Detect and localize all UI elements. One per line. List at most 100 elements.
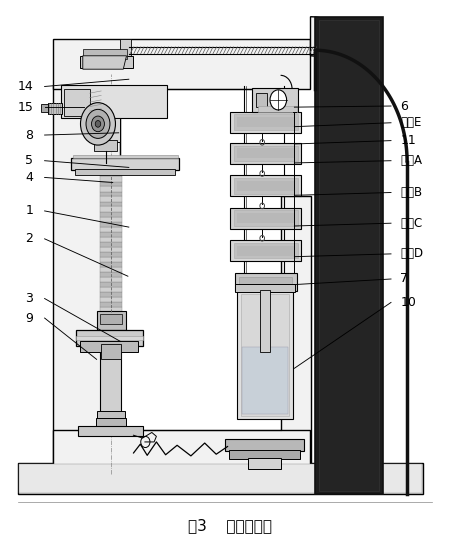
- Bar: [234, 273, 296, 291]
- Bar: [100, 192, 122, 196]
- Circle shape: [86, 109, 110, 138]
- Text: 14: 14: [17, 80, 33, 93]
- Bar: [101, 344, 120, 359]
- Bar: [237, 291, 292, 418]
- Bar: [100, 176, 122, 182]
- Bar: [100, 302, 122, 307]
- Text: 6: 6: [399, 99, 407, 113]
- Bar: [92, 118, 119, 142]
- Bar: [18, 463, 422, 494]
- Bar: [75, 169, 175, 175]
- Bar: [100, 257, 122, 262]
- Bar: [233, 178, 297, 194]
- Bar: [318, 20, 379, 491]
- Bar: [230, 208, 301, 229]
- Bar: [76, 336, 142, 340]
- Bar: [233, 243, 297, 258]
- Bar: [100, 212, 122, 217]
- Text: 3: 3: [25, 292, 33, 305]
- Bar: [100, 186, 122, 192]
- Bar: [230, 175, 301, 196]
- Circle shape: [269, 90, 286, 110]
- Bar: [80, 56, 133, 68]
- Text: 8: 8: [25, 128, 33, 142]
- Bar: [100, 172, 122, 176]
- Bar: [53, 39, 310, 89]
- Polygon shape: [83, 56, 126, 69]
- Bar: [233, 114, 297, 130]
- Circle shape: [95, 121, 101, 127]
- Bar: [280, 196, 310, 464]
- Bar: [100, 262, 122, 267]
- Bar: [241, 294, 288, 416]
- Text: 砂码D: 砂码D: [399, 247, 422, 261]
- Bar: [119, 39, 131, 56]
- Bar: [100, 297, 122, 302]
- Text: 5: 5: [25, 154, 33, 167]
- Bar: [230, 240, 301, 261]
- Text: 2: 2: [25, 232, 33, 246]
- Bar: [48, 103, 62, 114]
- Text: 砂码B: 砂码B: [399, 186, 421, 199]
- Bar: [255, 93, 267, 107]
- Bar: [100, 232, 122, 237]
- Bar: [225, 439, 303, 451]
- Bar: [259, 290, 269, 352]
- Text: 图3    结构示意图: 图3 结构示意图: [188, 518, 271, 533]
- Circle shape: [80, 103, 115, 145]
- Bar: [236, 148, 294, 158]
- Bar: [239, 277, 291, 288]
- Bar: [233, 210, 297, 226]
- Bar: [64, 89, 90, 116]
- Circle shape: [91, 116, 104, 132]
- Text: 1: 1: [25, 204, 33, 218]
- Bar: [100, 196, 122, 202]
- Text: 砂码C: 砂码C: [399, 217, 421, 230]
- Bar: [314, 17, 382, 494]
- Bar: [100, 344, 121, 414]
- Bar: [100, 227, 122, 232]
- Bar: [100, 237, 122, 242]
- Bar: [100, 277, 122, 282]
- Bar: [100, 252, 122, 257]
- Bar: [100, 292, 122, 297]
- Bar: [94, 140, 117, 151]
- Text: 11: 11: [399, 134, 415, 147]
- Bar: [100, 267, 122, 272]
- Bar: [53, 85, 119, 464]
- Bar: [100, 282, 122, 287]
- Text: 15: 15: [17, 100, 33, 114]
- Bar: [100, 182, 122, 186]
- Bar: [236, 181, 294, 191]
- Bar: [100, 287, 122, 292]
- Polygon shape: [310, 17, 369, 89]
- Bar: [100, 247, 122, 252]
- Bar: [248, 458, 280, 469]
- Bar: [100, 314, 122, 324]
- Bar: [19, 464, 421, 493]
- Bar: [234, 284, 295, 292]
- Bar: [236, 117, 294, 127]
- Bar: [100, 217, 122, 222]
- Text: 砂码A: 砂码A: [399, 154, 421, 167]
- Bar: [230, 143, 301, 164]
- Bar: [229, 450, 300, 459]
- Bar: [61, 85, 166, 118]
- Bar: [100, 202, 122, 206]
- Bar: [252, 88, 297, 112]
- Bar: [95, 418, 125, 428]
- Bar: [78, 426, 142, 436]
- Bar: [41, 104, 48, 112]
- Bar: [80, 341, 138, 352]
- Bar: [100, 272, 122, 277]
- Bar: [71, 158, 179, 170]
- Bar: [236, 246, 294, 256]
- Text: 10: 10: [399, 296, 415, 309]
- Bar: [100, 307, 122, 312]
- Bar: [242, 347, 287, 414]
- Text: 9: 9: [25, 311, 33, 325]
- Bar: [230, 112, 301, 133]
- Text: 砂码E: 砂码E: [399, 116, 420, 129]
- Text: 7: 7: [399, 272, 407, 286]
- Bar: [96, 311, 125, 330]
